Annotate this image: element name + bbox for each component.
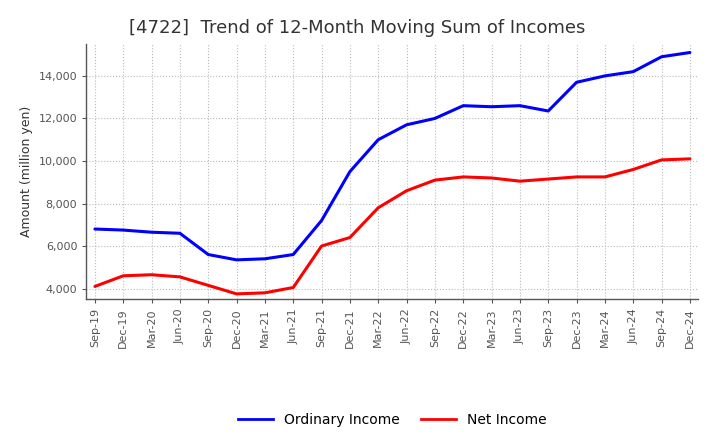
Ordinary Income <box>431 116 439 121</box>
Net Income <box>459 174 467 180</box>
Line: Ordinary Income: Ordinary Income <box>95 52 690 260</box>
Net Income <box>600 174 609 180</box>
Net Income <box>176 274 184 279</box>
Ordinary Income <box>204 252 212 257</box>
Net Income <box>516 179 524 184</box>
Ordinary Income <box>318 218 326 223</box>
Legend: Ordinary Income, Net Income: Ordinary Income, Net Income <box>233 407 552 433</box>
Ordinary Income <box>459 103 467 108</box>
Ordinary Income <box>261 256 269 261</box>
Net Income <box>572 174 581 180</box>
Ordinary Income <box>176 231 184 236</box>
Ordinary Income <box>600 73 609 78</box>
Net Income <box>346 235 354 240</box>
Line: Net Income: Net Income <box>95 159 690 294</box>
Net Income <box>119 273 127 279</box>
Net Income <box>374 205 382 210</box>
Ordinary Income <box>685 50 694 55</box>
Ordinary Income <box>657 54 666 59</box>
Ordinary Income <box>544 108 552 114</box>
Ordinary Income <box>516 103 524 108</box>
Ordinary Income <box>374 137 382 143</box>
Net Income <box>431 177 439 183</box>
Net Income <box>233 291 241 297</box>
Y-axis label: Amount (million yen): Amount (million yen) <box>20 106 33 237</box>
Ordinary Income <box>629 69 637 74</box>
Ordinary Income <box>289 252 297 257</box>
Ordinary Income <box>119 227 127 233</box>
Ordinary Income <box>346 169 354 174</box>
Text: [4722]  Trend of 12-Month Moving Sum of Incomes: [4722] Trend of 12-Month Moving Sum of I… <box>130 19 585 37</box>
Net Income <box>289 285 297 290</box>
Ordinary Income <box>233 257 241 263</box>
Net Income <box>544 176 552 182</box>
Net Income <box>402 188 411 193</box>
Ordinary Income <box>402 122 411 128</box>
Ordinary Income <box>148 230 156 235</box>
Ordinary Income <box>487 104 496 110</box>
Net Income <box>657 157 666 162</box>
Net Income <box>148 272 156 277</box>
Net Income <box>685 156 694 161</box>
Ordinary Income <box>572 80 581 85</box>
Net Income <box>91 284 99 289</box>
Net Income <box>629 167 637 172</box>
Net Income <box>487 175 496 180</box>
Ordinary Income <box>91 226 99 231</box>
Net Income <box>318 243 326 249</box>
Net Income <box>261 290 269 296</box>
Net Income <box>204 283 212 288</box>
